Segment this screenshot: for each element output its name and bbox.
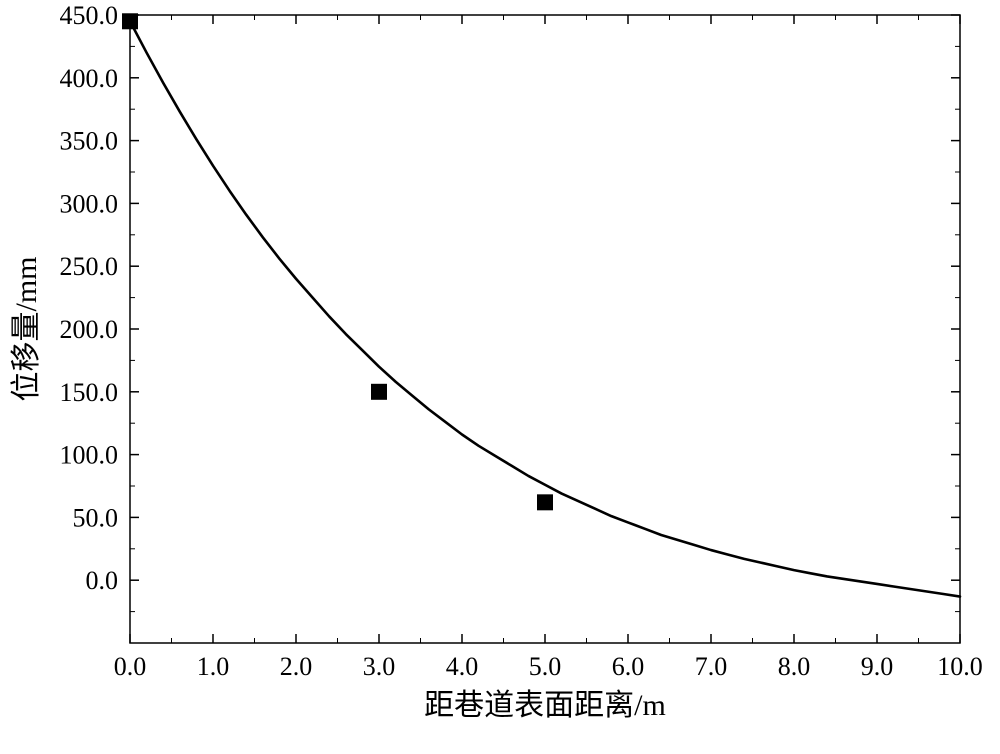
- data-marker: [537, 494, 553, 510]
- y-tick-label: 200.0: [60, 315, 119, 344]
- y-tick-label: 150.0: [60, 378, 119, 407]
- chart-container: 0.0 1.0 2.0 3.0 4.0 5.0 6.0 7.0 8.0 9.0 10.0 0.0 50.…: [0, 0, 1000, 754]
- y-tick-label: 0.0: [86, 566, 119, 595]
- data-marker: [122, 13, 138, 29]
- y-tick-label: 250.0: [60, 252, 119, 281]
- y-tick-label: 50.0: [73, 503, 119, 532]
- y-tick-label: 450.0: [60, 1, 119, 30]
- x-tick-label: 8.0: [778, 652, 811, 681]
- x-tick-label: 0.0: [114, 652, 147, 681]
- x-axis-label: 距巷道表面距离/m: [424, 689, 666, 722]
- x-tick-label: 9.0: [861, 652, 894, 681]
- x-tick-label: 3.0: [363, 652, 396, 681]
- y-axis-label: 位移量/mm: [10, 256, 43, 401]
- x-tick-label: 1.0: [197, 652, 230, 681]
- x-tick-label: 7.0: [695, 652, 728, 681]
- data-marker: [371, 384, 387, 400]
- chart-bg: [0, 0, 1000, 754]
- y-tick-label: 300.0: [60, 189, 119, 218]
- x-tick-label: 5.0: [529, 652, 562, 681]
- x-tick-label: 10.0: [937, 652, 983, 681]
- y-tick-label: 400.0: [60, 64, 119, 93]
- y-tick-label: 100.0: [60, 441, 119, 470]
- x-tick-label: 2.0: [280, 652, 313, 681]
- x-tick-label: 4.0: [446, 652, 479, 681]
- y-tick-label: 350.0: [60, 127, 119, 156]
- x-tick-label: 6.0: [612, 652, 645, 681]
- chart-svg: 0.0 1.0 2.0 3.0 4.0 5.0 6.0 7.0 8.0 9.0 10.0 0.0 50.…: [0, 0, 1000, 754]
